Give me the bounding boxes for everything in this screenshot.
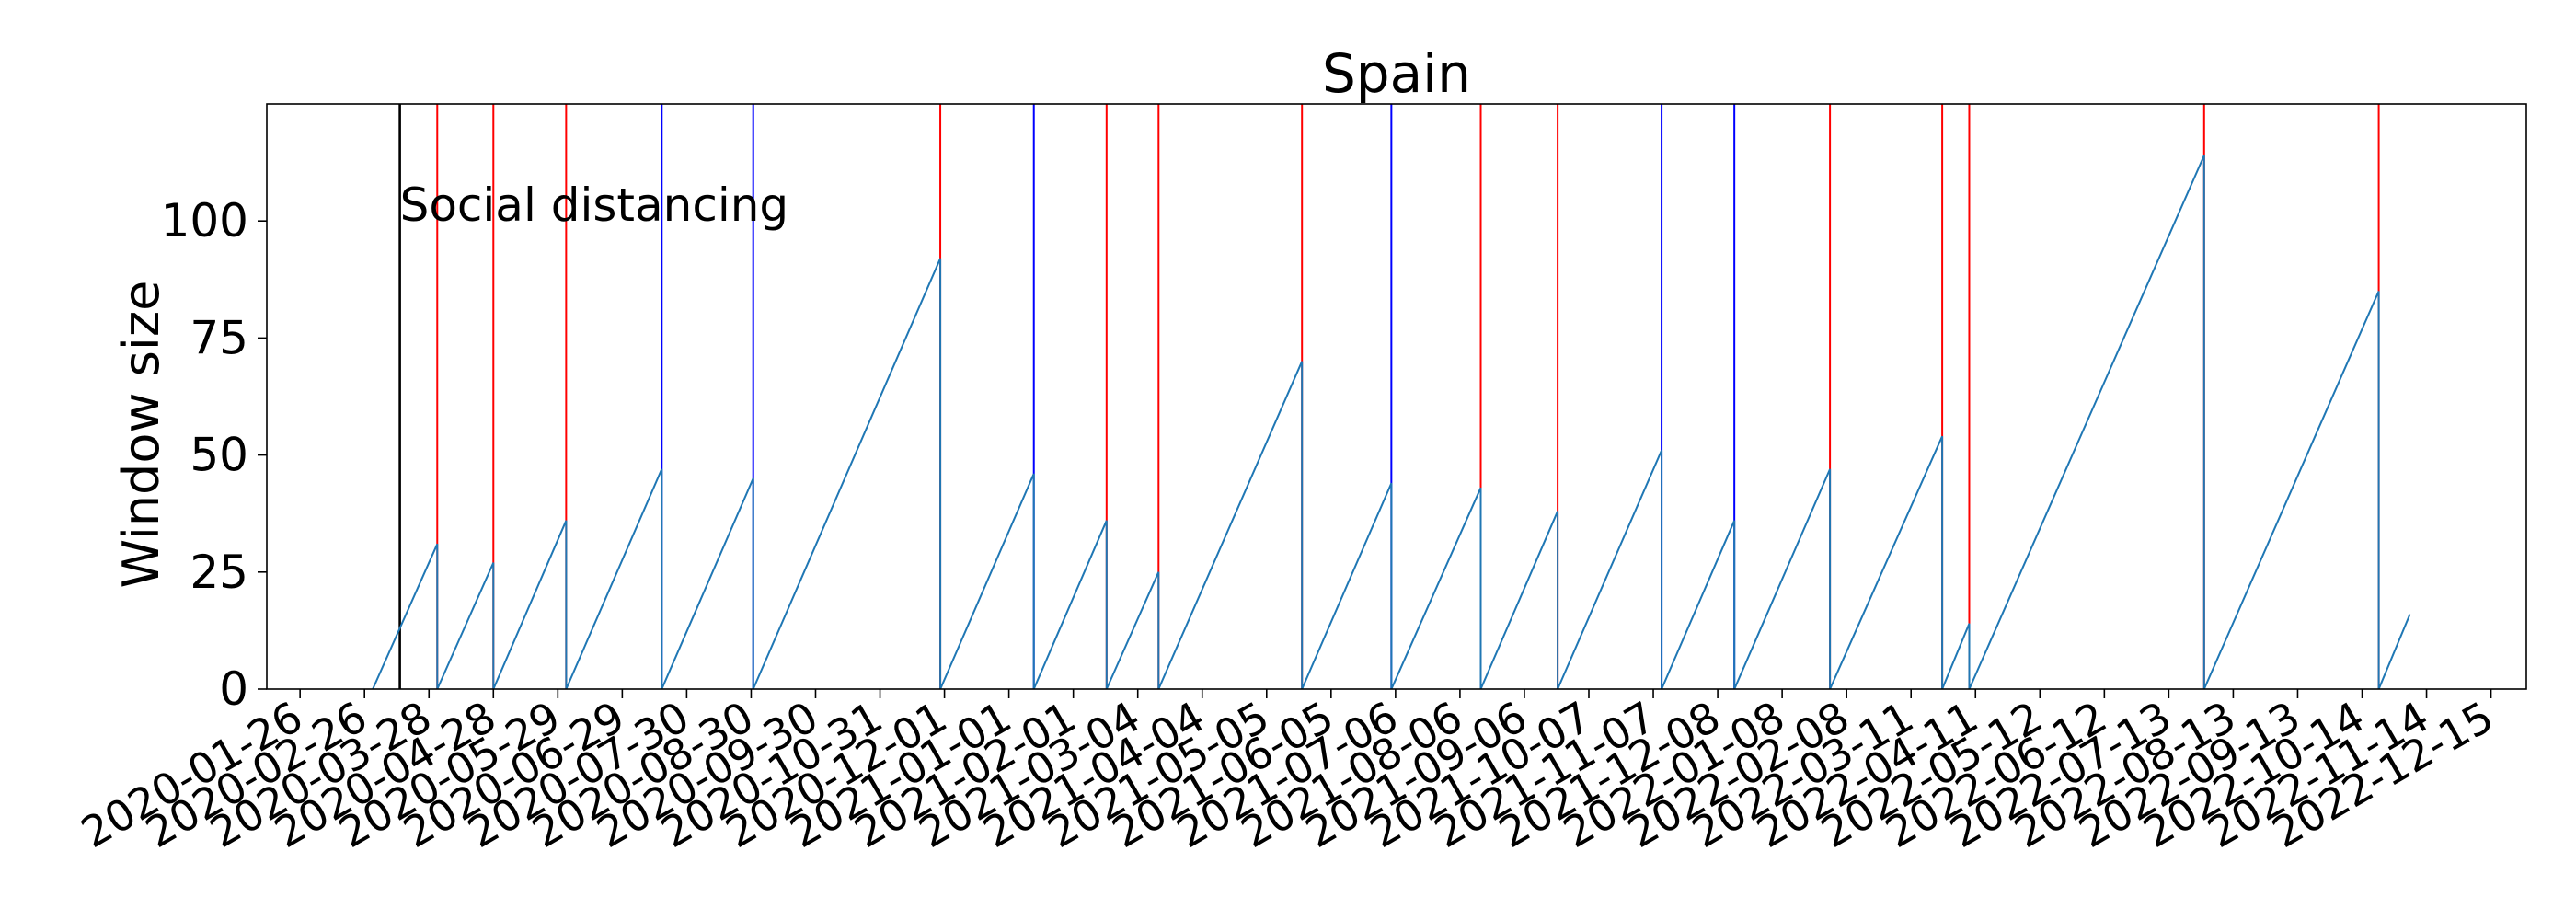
annotations: Social distancing xyxy=(400,178,789,232)
y-tick-label: 50 xyxy=(190,429,248,482)
annotation-label: Social distancing xyxy=(400,178,789,232)
series-line xyxy=(372,155,2411,690)
plot-frame xyxy=(266,103,2527,690)
y-axis-label: Window size xyxy=(112,281,170,589)
y-tick-label: 25 xyxy=(190,546,248,599)
chart-title: Spain xyxy=(1322,42,1471,105)
y-tick-label: 75 xyxy=(190,311,248,364)
x-axis: 2020-01-262020-02-262020-03-282020-04-28… xyxy=(73,689,2501,857)
y-tick-label: 100 xyxy=(161,194,248,247)
series-group xyxy=(372,155,2411,690)
y-axis: 0 25 50 75 100 xyxy=(161,194,267,716)
y-tick-label: 0 xyxy=(219,662,248,716)
